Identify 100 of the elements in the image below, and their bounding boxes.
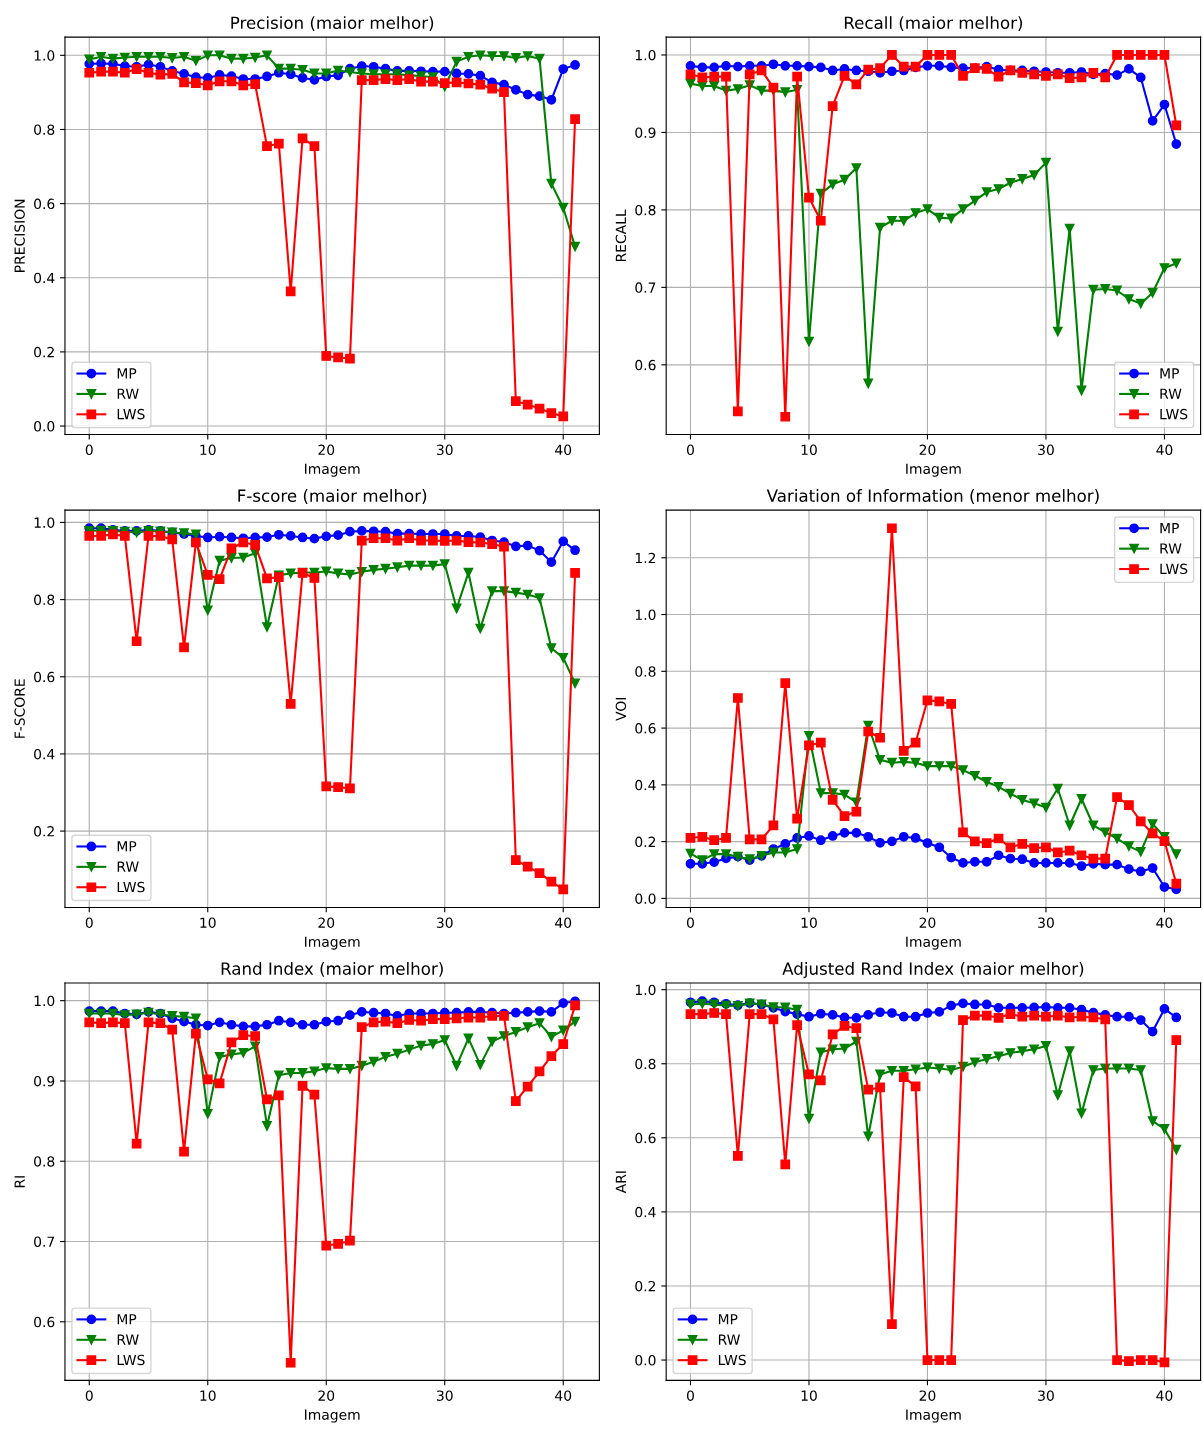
legend-label: RW	[117, 861, 139, 872]
chart-title: Variation of Information (menor melhor)	[766, 489, 1099, 504]
x-tick-label: 0	[85, 917, 93, 928]
y-tick-label: 0.8	[34, 124, 55, 135]
y-tick-label: 0.7	[635, 282, 656, 293]
x-tick-label: 0	[85, 444, 93, 456]
y-tick-label: 0.0	[635, 893, 656, 904]
legend-label: LWS	[1160, 408, 1188, 420]
legend-label: RW	[117, 1334, 139, 1345]
legend-label: RW	[1160, 388, 1182, 399]
x-axis-title: Imagem	[305, 463, 360, 477]
x-tick-label: 0	[686, 444, 694, 456]
x-tick-label: 0	[686, 917, 694, 928]
x-tick-label: 30	[436, 444, 453, 456]
legend-label: MP	[117, 841, 137, 852]
legend-label: RW	[117, 388, 139, 399]
y-tick-label: 0.8	[635, 204, 656, 216]
x-tick-label: 30	[1038, 917, 1054, 928]
y-tick-label: 0.6	[635, 1132, 656, 1144]
x-tick-label: 20	[919, 917, 936, 928]
x-tick-label: 30	[436, 1390, 453, 1401]
legend-label: LWS	[117, 1354, 145, 1366]
legend-label: MP	[1160, 523, 1179, 534]
legend-label: RW	[718, 1334, 740, 1345]
x-axis-title: Imagem	[305, 1409, 360, 1423]
y-axis-title: RI	[14, 1176, 25, 1188]
y-tick-label: 0.2	[34, 826, 54, 837]
y-axis-title: VOI	[615, 698, 627, 721]
y-tick-label: 0.8	[635, 1058, 656, 1070]
x-tick-label: 40	[1156, 444, 1173, 456]
x-tick-label: 10	[200, 444, 216, 456]
x-tick-label: 40	[555, 444, 572, 456]
chart-title: Adjusted Rand Index (maior melhor)	[782, 962, 1084, 979]
y-tick-label: 1.0	[635, 609, 656, 621]
x-tick-label: 20	[919, 444, 936, 456]
y-axis-title: RECALL	[615, 209, 627, 262]
y-tick-label: 0.4	[34, 272, 55, 284]
x-tick-label: 30	[1038, 444, 1054, 456]
legend-label: MP	[117, 1314, 137, 1325]
x-tick-label: 40	[1156, 1390, 1173, 1401]
y-tick-label: 0.0	[635, 1355, 656, 1366]
x-tick-label: 40	[1156, 917, 1173, 928]
x-axis-title: Imagem	[906, 463, 961, 477]
x-tick-label: 40	[555, 1390, 572, 1401]
y-tick-label: 1.0	[34, 995, 55, 1007]
x-tick-label: 10	[801, 444, 817, 456]
y-tick-label: 1.2	[635, 552, 656, 564]
y-axis-title: F-SCORE	[14, 679, 25, 738]
y-axis-title: PRECISION	[14, 199, 25, 272]
chart-title: Rand Index (maior melhor)	[221, 962, 443, 977]
chart-title: Recall (maior melhor)	[844, 16, 1023, 32]
x-tick-label: 0	[686, 1390, 694, 1401]
y-tick-label: 1.0	[34, 517, 55, 528]
legend-label: LWS	[1160, 563, 1188, 575]
legend-label: RW	[1160, 543, 1182, 554]
y-tick-label: 0.0	[34, 421, 55, 432]
y-tick-label: 0.6	[635, 359, 656, 371]
y-tick-label: 0.2	[34, 346, 54, 358]
x-axis-title: Imagem	[305, 936, 360, 950]
x-tick-label: 10	[200, 1390, 216, 1401]
x-tick-label: 40	[555, 917, 572, 928]
y-tick-label: 1.0	[635, 984, 656, 996]
y-tick-label: 1.0	[635, 49, 656, 61]
y-tick-label: 0.7	[34, 1236, 55, 1247]
x-tick-label: 0	[85, 1390, 93, 1401]
y-tick-label: 0.6	[34, 671, 55, 683]
legend-label: LWS	[718, 1354, 746, 1366]
x-axis-title: Imagem	[906, 936, 961, 950]
legend-label: MP	[1160, 368, 1179, 379]
y-tick-label: 0.2	[635, 836, 656, 848]
y-tick-label: 0.6	[34, 1316, 55, 1328]
y-tick-label: 0.8	[635, 666, 656, 677]
y-tick-label: 0.9	[635, 127, 656, 138]
x-tick-label: 20	[919, 1390, 936, 1401]
y-tick-label: 0.4	[635, 1206, 656, 1218]
x-tick-label: 20	[318, 444, 335, 456]
legend-label: LWS	[117, 408, 145, 420]
x-tick-label: 10	[801, 917, 817, 928]
y-axis-title: ARI	[615, 1171, 626, 1194]
y-tick-label: 0.6	[635, 723, 656, 734]
x-tick-label: 20	[318, 917, 335, 928]
y-tick-label: 0.8	[34, 1156, 55, 1167]
x-tick-label: 30	[1038, 1390, 1054, 1401]
y-tick-label: 0.8	[34, 594, 55, 606]
x-axis-title: Imagem	[906, 1409, 961, 1423]
x-tick-label: 10	[801, 1390, 817, 1401]
chart-title: Precision (maior melhor)	[231, 16, 434, 32]
x-tick-label: 20	[318, 1390, 335, 1401]
y-tick-label: 0.9	[34, 1075, 55, 1087]
chart-title: F-score (maior melhor)	[238, 489, 427, 504]
y-tick-label: 0.6	[34, 198, 55, 210]
legend-label: MP	[117, 368, 137, 379]
x-tick-label: 10	[200, 917, 216, 928]
y-tick-label: 1.0	[34, 50, 55, 61]
legend-label: LWS	[117, 881, 145, 893]
y-tick-label: 0.4	[635, 779, 656, 791]
y-tick-label: 0.4	[34, 748, 55, 760]
y-tick-label: 0.2	[635, 1280, 656, 1292]
legend-label: MP	[718, 1314, 738, 1325]
x-tick-label: 30	[436, 917, 453, 928]
